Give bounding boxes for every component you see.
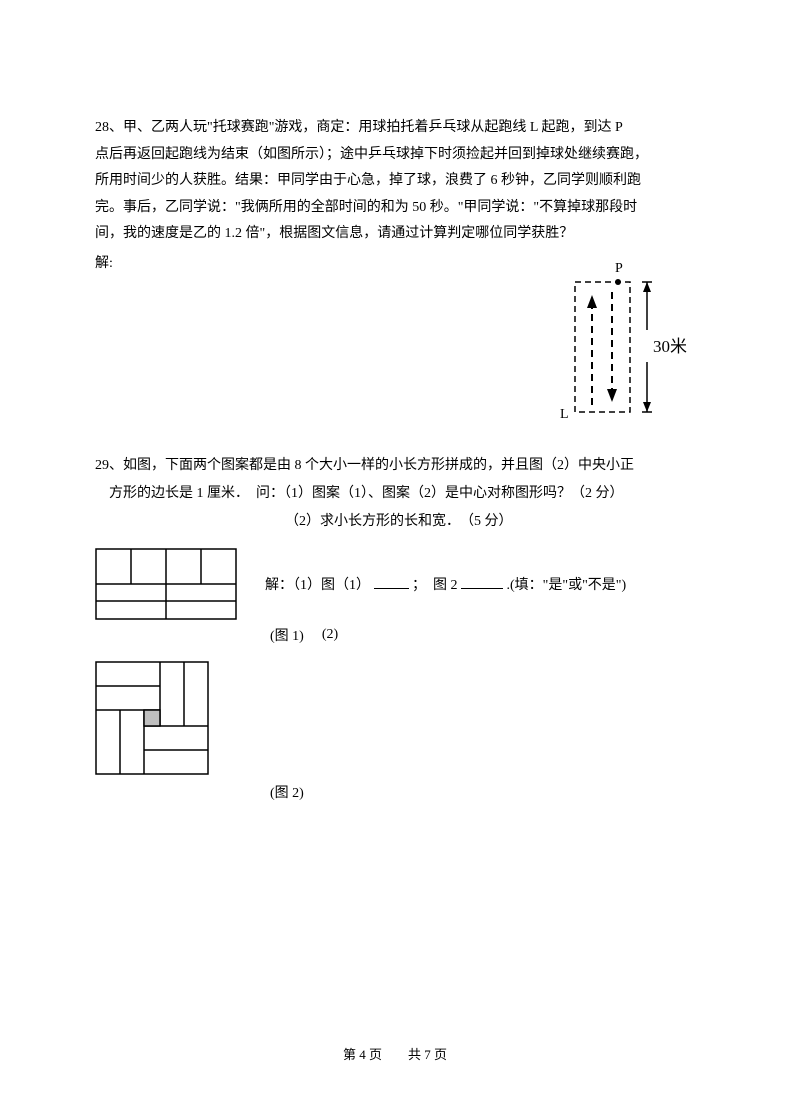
- p28-l4: 完。事后，乙同学说："我俩所用的全部时间的和为 50 秒。"甲同学说："不算掉球…: [95, 200, 637, 215]
- distance-label: 30米: [653, 337, 687, 356]
- blank-2[interactable]: [461, 575, 503, 589]
- fig1-label-row: (图 1) (2): [95, 625, 695, 645]
- dist-arrow-bot: [643, 402, 651, 412]
- problem-28: 28、甲、乙两人玩"托球赛跑"游戏，商定：用球拍托着乒乓球从起跑线 L 起跑，到…: [95, 115, 695, 272]
- p28-l1: 甲、乙两人玩"托球赛跑"游戏，商定：用球拍托着乒乓球从起跑线 L 起跑，到达 P: [123, 120, 623, 135]
- ans-suffix: .(填："是"或"不是"): [507, 578, 627, 593]
- fig2-center-square: [144, 710, 160, 726]
- answer-line: 解：（1）图（1） ； 图 2 .(填："是"或"不是"): [265, 574, 626, 594]
- p28-l5: 间，我的速度是乙的 1.2 倍"，根据图文信息，请通过计算判定哪位同学获胜？: [95, 226, 573, 241]
- p29-l2-row: 方形的边长是 1 厘米． 问：（1）图案（1）、图案（2）是中心对称图形吗？（2…: [95, 480, 695, 508]
- problem-29-number: 29、: [95, 458, 123, 473]
- problem-28-text: 28、甲、乙两人玩"托球赛跑"游戏，商定：用球拍托着乒乓球从起跑线 L 起跑，到…: [95, 115, 695, 248]
- fig1-label: (图 1): [270, 625, 304, 645]
- point-p-label: P: [615, 261, 623, 276]
- point-l-label: L: [560, 407, 569, 422]
- problem-29: 29、如图，下面两个图案都是由 8 个大小一样的小长方形拼成的，并且图（2）中央…: [95, 452, 695, 802]
- fig2-num-label: (2): [322, 627, 338, 643]
- fig2-row: [95, 661, 695, 776]
- fig1-row: 解：（1）图（1） ； 图 2 .(填："是"或"不是"): [95, 548, 695, 621]
- p29-part2: （2）求小长方形的长和宽． （5 分）: [285, 514, 513, 529]
- problem-28-number: 28、: [95, 120, 123, 135]
- p29-l2: 方形的边长是 1 厘米． 问：（1）图案（1）、图案（2）是中心对称图形吗？（2…: [109, 486, 624, 501]
- page-footer: 第 4 页 共 7 页: [0, 1044, 790, 1063]
- fig2-label-row: (图 2): [95, 782, 695, 802]
- track-rect: [575, 282, 630, 412]
- track-svg: P 30米 L: [560, 260, 690, 425]
- track-diagram: P 30米 L: [560, 260, 690, 430]
- down-arrow-head: [607, 389, 617, 402]
- figures-container: 解：（1）图（1） ； 图 2 .(填："是"或"不是") (图 1) (2): [95, 548, 695, 802]
- ans-prefix: 解：（1）图（1）: [265, 578, 370, 593]
- p29-l1: 如图，下面两个图案都是由 8 个大小一样的小长方形拼成的，并且图（2）中央小正: [123, 458, 634, 473]
- dist-arrow-top: [643, 282, 651, 292]
- p28-l2: 点后再返回起跑线为结束（如图所示）；途中乒乓球掉下时须捡起并回到掉球处继续赛跑，: [95, 147, 648, 162]
- fig2-label: (图 2): [270, 782, 304, 802]
- p29-part2-row: （2）求小长方形的长和宽． （5 分）: [285, 508, 695, 536]
- figure-2-svg: [95, 661, 210, 776]
- up-arrow-head: [587, 295, 597, 308]
- p28-l3: 所用时间少的人获胜。结果：甲同学由于心急，掉了球，浪费了 6 秒钟，乙同学则顺利…: [95, 173, 641, 188]
- ans-sep1: ； 图 2: [412, 578, 458, 593]
- footer-text: 第 4 页 共 7 页: [343, 1047, 447, 1062]
- p29-l1-row: 29、如图，下面两个图案都是由 8 个大小一样的小长方形拼成的，并且图（2）中央…: [95, 452, 695, 480]
- blank-1[interactable]: [374, 575, 409, 589]
- figure-1-svg: [95, 548, 240, 621]
